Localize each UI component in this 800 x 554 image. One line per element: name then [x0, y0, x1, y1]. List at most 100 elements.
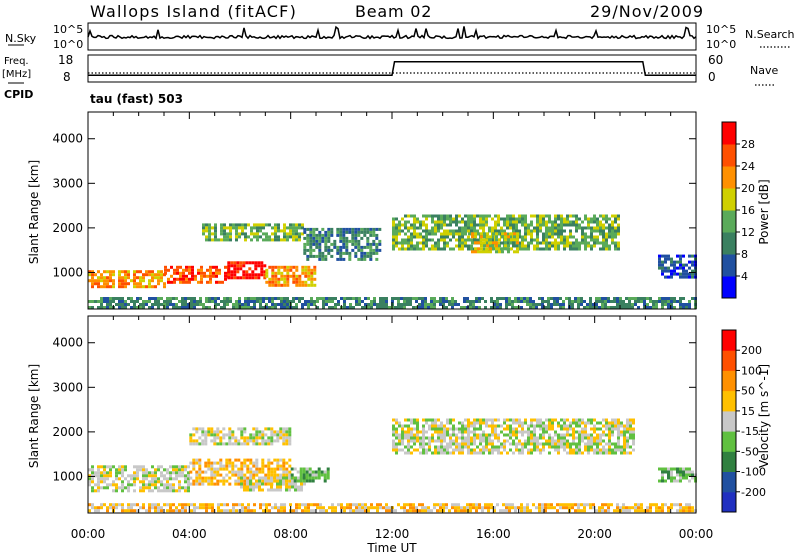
heatmap-cell — [348, 257, 352, 261]
heatmap-cell — [461, 232, 464, 236]
heatmap-cell — [516, 232, 519, 236]
heatmap-cell — [446, 445, 449, 449]
heatmap-cell — [297, 488, 300, 492]
heatmap-cell — [295, 297, 298, 300]
heatmap-cell — [279, 433, 283, 437]
heatmap-cell — [536, 442, 539, 446]
heatmap-cell — [301, 280, 305, 284]
heatmap-cell — [521, 448, 524, 452]
heatmap-cell — [148, 270, 151, 274]
heatmap-cell — [312, 254, 316, 258]
heatmap-cell — [286, 274, 290, 278]
heatmap-cell — [524, 442, 527, 446]
heatmap-cell — [355, 506, 358, 510]
heatmap-cell — [270, 476, 273, 480]
heatmap-cell — [407, 436, 410, 440]
heatmap-cell — [103, 276, 106, 280]
heatmap-cell — [189, 439, 193, 443]
heatmap-cell — [115, 506, 118, 510]
heatmap-cell — [467, 445, 470, 449]
heatmap-cell — [136, 270, 139, 274]
heatmap-cell — [261, 479, 265, 483]
heatmap-cell — [130, 297, 133, 300]
heatmap-cell — [409, 300, 412, 303]
heatmap-cell — [187, 489, 190, 493]
heatmap-cell — [437, 223, 440, 227]
heatmap-cell — [154, 503, 157, 507]
heatmap-cell — [133, 273, 136, 277]
heatmap-cell — [679, 470, 682, 474]
heatmap-cell — [188, 271, 191, 275]
heatmap-cell — [587, 223, 590, 227]
heatmap-cell — [160, 270, 163, 274]
heatmap-cell — [250, 229, 253, 233]
heatmap-cell — [239, 276, 243, 280]
heatmap-cell — [464, 229, 467, 233]
heatmap-cell — [547, 303, 550, 306]
heatmap-cell — [307, 274, 311, 278]
heatmap-cell — [533, 424, 536, 428]
heatmap-cell — [415, 300, 418, 303]
heatmap-cell — [100, 486, 103, 490]
heatmap-cell — [452, 247, 455, 251]
heatmap-cell — [658, 300, 661, 303]
heatmap-cell — [533, 427, 536, 431]
heatmap-cell — [501, 247, 504, 251]
heatmap-cell — [255, 485, 258, 489]
heatmap-cell — [498, 250, 501, 254]
heatmap-cell — [223, 232, 226, 236]
heatmap-cell — [334, 509, 337, 513]
heatmap-cell — [496, 303, 499, 306]
heatmap-cell — [184, 297, 187, 300]
heatmap-cell — [236, 276, 240, 280]
heatmap-cell — [220, 226, 223, 230]
heatmap-cell — [481, 509, 484, 513]
colorbar-tick-label: 16 — [741, 204, 755, 217]
heatmap-cell — [611, 223, 614, 227]
heatmap-cell — [617, 232, 620, 236]
heatmap-cell — [157, 486, 160, 490]
heatmap-cell — [578, 421, 581, 425]
heatmap-cell — [103, 480, 106, 484]
heatmap-cell — [100, 285, 103, 289]
y-tick-label: 2000 — [52, 425, 83, 439]
heatmap-cell — [407, 418, 410, 422]
heatmap-cell — [632, 433, 635, 437]
heatmap-cell — [424, 297, 427, 300]
heatmap-cell — [243, 476, 246, 480]
heatmap-cell — [157, 279, 160, 283]
heatmap-cell — [448, 509, 451, 513]
heatmap-cell — [530, 442, 533, 446]
heatmap-cell — [228, 427, 232, 431]
heatmap-cell — [512, 226, 515, 230]
heatmap-cell — [458, 232, 461, 236]
heatmap-cell — [461, 436, 464, 440]
heatmap-cell — [410, 439, 413, 443]
heatmap-cell — [572, 223, 575, 227]
heatmap-cell — [485, 442, 488, 446]
heatmap-cell — [419, 436, 422, 440]
heatmap-cell — [629, 424, 632, 428]
heatmap-cell — [286, 306, 289, 309]
heatmap-cell — [189, 442, 193, 446]
heatmap-cell — [643, 509, 646, 513]
heatmap-cell — [602, 241, 605, 245]
heatmap-cell — [302, 479, 306, 483]
heatmap-cell — [124, 477, 127, 481]
heatmap-cell — [175, 474, 178, 478]
heatmap-cell — [246, 479, 249, 483]
heatmap-cell — [512, 217, 515, 221]
heatmap-cell — [346, 306, 349, 309]
heatmap-cell — [154, 480, 157, 484]
heatmap-cell — [443, 241, 446, 245]
heatmap-cell — [392, 424, 395, 428]
heatmap-cell — [115, 468, 118, 472]
heatmap-cell — [679, 306, 682, 309]
heatmap-cell — [572, 448, 575, 452]
heatmap-cell — [480, 250, 483, 254]
heatmap-cell — [637, 297, 640, 300]
heatmap-cell — [280, 277, 284, 281]
heatmap-cell — [661, 269, 664, 273]
heatmap-cell — [584, 430, 587, 434]
heatmap-cell — [473, 217, 476, 221]
